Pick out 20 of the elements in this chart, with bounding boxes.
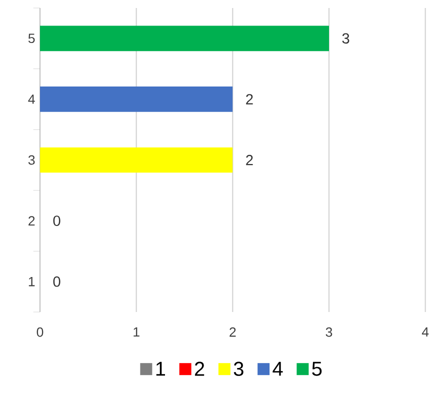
y-tick-label: 2: [28, 216, 35, 226]
data-label: 2: [246, 154, 253, 166]
legend-label: 4: [272, 362, 283, 376]
x-tick-label: 0: [36, 327, 44, 337]
x-tick-label: 1: [134, 327, 140, 337]
legend-label: 5: [312, 362, 322, 376]
y-tick-label: 5: [28, 34, 35, 44]
x-tick-label: 4: [422, 327, 429, 337]
x-tick-label: 3: [326, 327, 332, 337]
y-tick-label: 4: [28, 94, 35, 104]
legend-label: 1: [156, 362, 165, 376]
y-tick-label: 1: [28, 277, 35, 286]
x-tick-label: 2: [230, 327, 236, 337]
data-label: 3: [342, 33, 350, 44]
legend-label: 3: [234, 362, 244, 376]
legend-label: 2: [194, 362, 204, 376]
data-label: 0: [53, 276, 60, 287]
data-label: 2: [246, 94, 253, 104]
y-tick-label: 3: [28, 155, 35, 165]
data-label: 0: [53, 216, 60, 226]
